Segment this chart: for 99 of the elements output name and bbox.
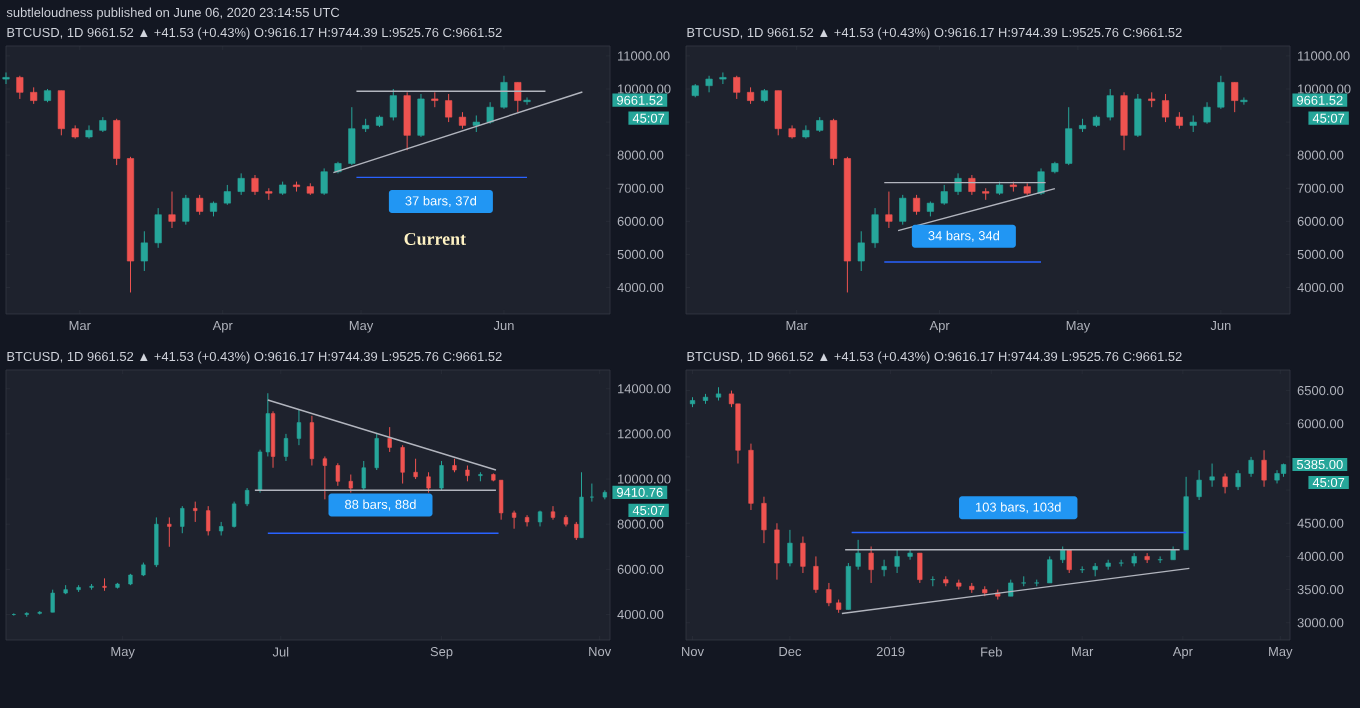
candlestick — [348, 106, 356, 166]
candlestick — [223, 184, 231, 206]
candlestick — [426, 471, 431, 494]
candlestick — [589, 483, 594, 503]
candlestick — [2, 71, 10, 85]
candlestick — [579, 471, 584, 539]
candlestick — [954, 172, 962, 196]
candlestick — [802, 124, 810, 140]
candlestick — [761, 496, 767, 544]
candlestick — [57, 90, 65, 136]
candlestick — [1162, 93, 1170, 123]
candlestick — [180, 505, 185, 534]
candlestick — [206, 505, 211, 536]
candlestick — [348, 474, 353, 494]
candlestick — [907, 549, 913, 561]
candlestick — [167, 516, 172, 548]
candlestick — [244, 487, 250, 507]
candlestick — [511, 510, 517, 530]
candlestick — [1261, 449, 1267, 488]
candlestick — [168, 191, 176, 229]
candlestick — [514, 81, 522, 113]
candlestick — [894, 549, 900, 574]
candlestick — [193, 501, 198, 523]
candlestick — [374, 433, 379, 471]
candlestick — [774, 90, 782, 136]
candlestick — [1196, 469, 1202, 501]
candlestick — [389, 88, 397, 121]
candlestick — [968, 174, 976, 196]
candlestick — [439, 460, 444, 491]
candlestick — [322, 455, 327, 500]
candlestick — [309, 415, 315, 466]
candlestick — [400, 444, 405, 485]
candlestick — [85, 124, 93, 140]
candlestick — [705, 75, 713, 93]
candlestick — [940, 184, 948, 206]
candlestick — [413, 458, 418, 480]
candlestick — [813, 555, 819, 594]
candlestick — [719, 71, 727, 85]
candlestick — [16, 75, 24, 100]
candlestick — [251, 174, 259, 196]
candlestick — [1047, 555, 1053, 584]
candlestick — [154, 516, 159, 568]
candlestick — [445, 93, 453, 123]
candlestick — [774, 522, 780, 581]
candlestick — [830, 118, 838, 166]
candlestick — [733, 75, 741, 100]
candlestick — [1065, 106, 1073, 166]
candlestick — [917, 552, 923, 584]
candlestick — [50, 589, 55, 613]
candlestick — [140, 230, 148, 272]
candlestick — [871, 207, 879, 249]
candlestick — [387, 426, 392, 453]
candlestick — [881, 559, 887, 577]
candlestick — [1209, 463, 1215, 488]
candlestick — [800, 536, 806, 574]
candlestick — [335, 462, 340, 487]
candlestick — [1134, 93, 1142, 138]
annotation: Current — [404, 232, 466, 245]
candlestick — [1217, 75, 1225, 110]
candlestick — [102, 577, 107, 592]
candlestick — [826, 582, 832, 607]
candlestick — [1222, 472, 1228, 494]
candlestick — [524, 514, 530, 527]
candlestick — [154, 207, 162, 249]
candlestick — [237, 172, 245, 196]
candlestick — [868, 545, 874, 584]
candlestick — [787, 529, 793, 567]
candlestick — [550, 505, 556, 521]
candlestick — [1203, 101, 1211, 125]
candlestick — [1120, 91, 1128, 151]
candlestick — [1144, 552, 1150, 564]
candlestick — [196, 194, 204, 216]
candlestick — [1248, 456, 1254, 478]
candlestick — [1037, 167, 1045, 196]
candlestick — [1231, 81, 1239, 113]
candlestick — [182, 194, 190, 226]
candlestick — [296, 408, 302, 446]
candlestick — [574, 521, 579, 541]
candlestick — [417, 93, 425, 138]
candlestick — [403, 91, 411, 151]
candlestick — [885, 191, 893, 229]
candlestick — [913, 194, 921, 216]
candlestick — [1235, 469, 1241, 491]
candlestick — [845, 562, 851, 610]
candlestick — [500, 75, 508, 110]
candlestick — [320, 167, 328, 196]
candlestick — [1240, 96, 1248, 106]
candlestick — [113, 118, 121, 166]
candlestick — [499, 479, 504, 521]
candlestick — [523, 96, 531, 106]
candlestick — [283, 433, 289, 462]
candlestick — [486, 101, 494, 125]
candlestick — [857, 230, 865, 272]
candlestick — [232, 501, 237, 529]
candlestick — [899, 194, 907, 226]
candlestick — [1106, 88, 1114, 121]
candlestick — [270, 410, 276, 469]
candlestick — [361, 460, 366, 491]
candlestick — [855, 539, 861, 571]
